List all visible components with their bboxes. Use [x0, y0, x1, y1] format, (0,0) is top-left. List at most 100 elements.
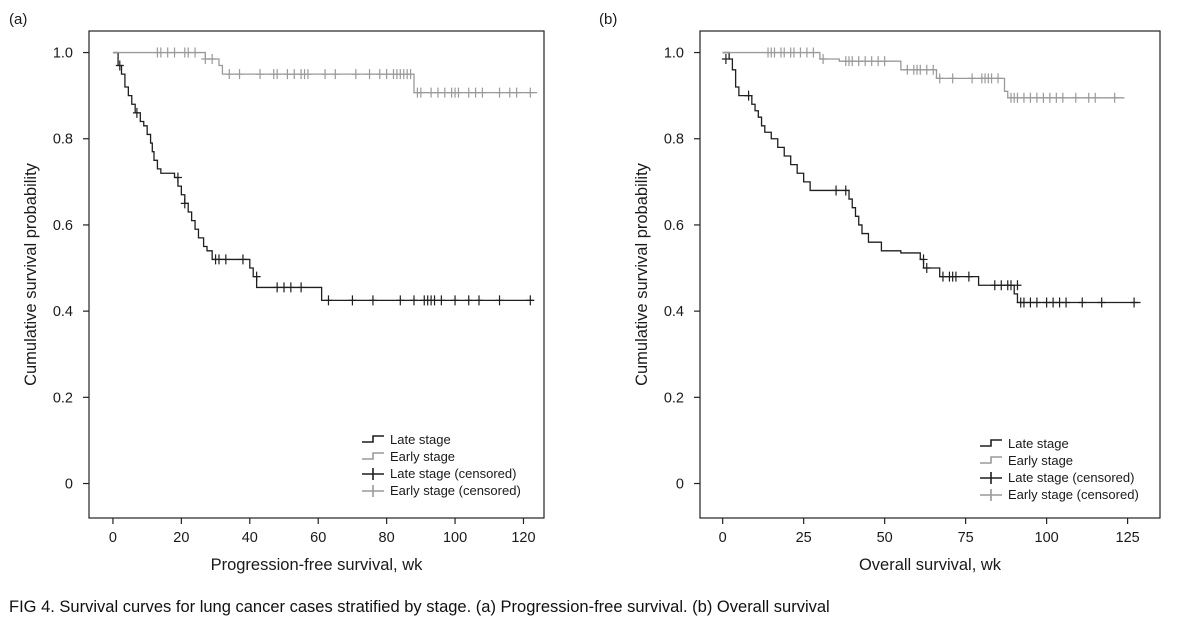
early-stage-censor-mark [994, 73, 1003, 84]
late-stage-censor-mark [832, 185, 841, 196]
early-stage-censor-mark [290, 69, 299, 80]
legend-label: Early stage (censored) [390, 483, 521, 498]
x-tick-label: 75 [958, 530, 974, 546]
early-stage-censor-mark [512, 87, 521, 98]
early-stage-censor-mark [929, 64, 938, 75]
legend-label: Late stage (censored) [1008, 470, 1134, 485]
early-stage-censor-mark [273, 69, 282, 80]
early-stage-censor-mark [170, 47, 179, 58]
panel-label: (b) [599, 11, 617, 28]
late-stage-censor-mark [1078, 297, 1087, 308]
y-tick-label: 0.8 [53, 132, 73, 148]
x-tick-label: 20 [173, 530, 189, 546]
legend-label: Early stage [1008, 453, 1073, 468]
y-axis-label: Cumulative survival probability [633, 162, 651, 386]
legend-swatch-early-stage [980, 456, 1002, 464]
early-stage-censor-mark [427, 87, 436, 98]
late-stage-censor-mark [464, 295, 473, 306]
early-stage-censor-mark [256, 69, 265, 80]
late-stage-censor-mark [721, 54, 730, 65]
late-stage-censor-mark [964, 271, 973, 282]
early-stage-censor-mark [351, 69, 360, 80]
early-stage-censor-mark [968, 73, 977, 84]
panel-b-overall: (b) 0 25 50 75 100 125 0 0.2 0.4 0.6 0.8 1.0 Overall … [599, 11, 1161, 574]
early-stage-censor-mark [935, 73, 944, 84]
legend-swatch-early-stage-censored [362, 485, 384, 497]
late-stage-censor-mark [922, 263, 931, 274]
late-stage-censor-mark [430, 295, 439, 306]
legend-swatch-late-stage [980, 439, 1002, 447]
y-tick-label: 1.0 [664, 46, 684, 62]
early-stage-censor-mark [1110, 92, 1119, 103]
y-tick-label: 1.0 [53, 46, 73, 62]
legend-swatch-early-stage [362, 452, 384, 460]
late-stage-censor-mark [115, 60, 124, 71]
late-stage-censor-mark [280, 282, 288, 293]
late-stage-censor-mark [1032, 297, 1041, 308]
early-stage-censor-mark [208, 54, 217, 65]
early-stage-censor-mark [526, 87, 535, 98]
late-stage-censor-mark [410, 295, 418, 306]
early-stage-censor-mark [156, 47, 165, 58]
legend: Late stage Early stage Late stage (censore… [980, 436, 1139, 502]
early-stage-censor-mark [433, 87, 442, 98]
late-stage-censor-mark [238, 254, 247, 265]
late-stage-censor-mark [173, 172, 182, 183]
late-stage-censor-mark [180, 198, 189, 209]
early-stage-censor-mark [225, 69, 234, 80]
early-stage-censor-mark [948, 73, 957, 84]
early-stage-censor-mark [454, 87, 463, 98]
late-stage-censor-mark [252, 271, 261, 282]
early-stage-censor-mark [440, 87, 449, 98]
late-stage-curve [112, 51, 534, 302]
y-tick-label: 0.2 [53, 390, 73, 406]
late-stage-censor-mark [475, 295, 483, 306]
late-stage-censor-mark [221, 254, 230, 265]
legend-label: Early stage (censored) [1008, 487, 1139, 502]
x-tick-label: 0 [719, 530, 727, 546]
early-stage-censor-mark [505, 87, 514, 98]
early-stage-censor-mark [303, 69, 312, 80]
late-stage-censor-mark [744, 90, 753, 101]
late-stage-censor-mark [526, 295, 535, 306]
legend-label: Late stage (censored) [390, 466, 516, 481]
early-stage-censor-mark [184, 47, 193, 58]
x-tick-label: 40 [242, 530, 258, 546]
late-stage-censor-mark [297, 282, 306, 293]
late-stage-censor-mark [368, 295, 377, 306]
legend-swatch-late-stage [362, 435, 384, 443]
late-stage-censor-mark [348, 295, 357, 306]
early-stage-censor-mark [416, 87, 425, 98]
x-tick-label: 100 [443, 530, 467, 546]
legend-swatch-late-stage-censored [980, 472, 1002, 484]
late-stage-censor-mark [437, 295, 446, 306]
early-stage-censor-mark [191, 47, 200, 58]
early-stage-censor-mark [1058, 92, 1067, 103]
y-tick-label: 0 [65, 477, 73, 493]
x-tick-label: 80 [379, 530, 395, 546]
x-tick-label: 100 [1035, 530, 1059, 546]
late-stage-curve [722, 51, 1141, 304]
legend-label: Late stage [1008, 436, 1069, 451]
late-stage-censor-mark [451, 295, 460, 306]
late-stage-censor-mark [1013, 280, 1022, 291]
x-tick-label: 25 [796, 530, 812, 546]
early-stage-censor-mark [471, 87, 480, 98]
late-stage-censor-mark [841, 185, 850, 196]
early-stage-censor-mark [495, 87, 504, 98]
late-stage-censor-mark [919, 254, 928, 265]
early-stage-censor-mark [365, 69, 374, 80]
x-tick-label: 125 [1116, 530, 1140, 546]
late-stage-censor-mark [324, 295, 333, 306]
late-stage-censor-mark [1130, 297, 1139, 308]
y-axis-label: Cumulative survival probability [22, 162, 40, 386]
legend-label: Late stage [390, 432, 451, 447]
plot-frame [699, 30, 1161, 519]
early-stage-censor-mark [478, 87, 487, 98]
early-stage-censor-mark [819, 54, 828, 65]
late-stage-censor-mark [495, 295, 504, 306]
late-stage-censor-mark [286, 282, 295, 293]
y-tick-label: 0.2 [664, 390, 684, 406]
legend-swatch-early-stage-censored [980, 489, 1002, 501]
y-tick-label: 0.8 [664, 132, 684, 148]
